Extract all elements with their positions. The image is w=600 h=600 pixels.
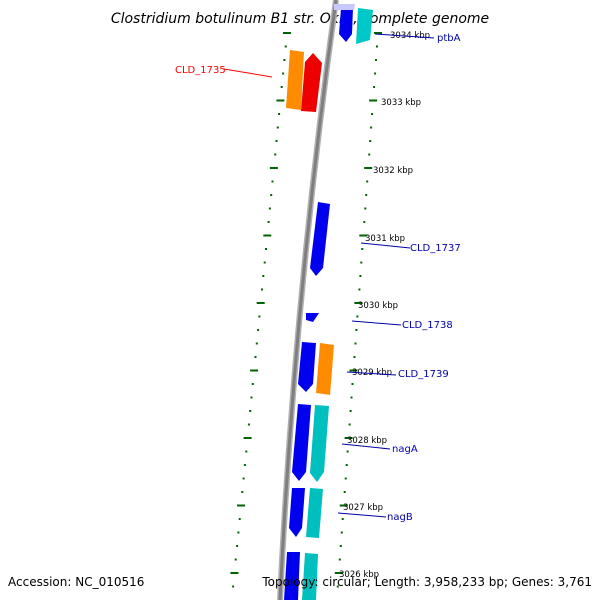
gene-cyan-bottom[interactable]	[302, 553, 318, 600]
leader-cld1735	[223, 68, 273, 78]
kbp-label-3028: 3028 kbp	[347, 436, 387, 446]
gene-red-cld1735[interactable]	[301, 53, 322, 112]
topology-text: Topology: circular; Length: 3,958,233 bp…	[261, 575, 592, 589]
leader-ptba	[374, 33, 435, 39]
gene-blue-top[interactable]	[339, 8, 353, 42]
gene-blue-nagb[interactable]	[289, 488, 305, 537]
gene-label-nagb[interactable]: nagB	[387, 512, 413, 523]
leader-naga	[341, 443, 391, 450]
leader-cld1737	[360, 242, 411, 249]
accession-text: Accession: NC_010516	[8, 575, 144, 589]
leader-nagb	[337, 512, 387, 518]
gene-blue-naga[interactable]	[292, 404, 311, 481]
left-tick-track	[230, 32, 291, 588]
gene-label-ptba[interactable]: ptbA	[437, 33, 461, 44]
gene-label-cld1739[interactable]: CLD_1739	[398, 369, 449, 380]
gene-lav-top[interactable]	[334, 4, 355, 10]
genome-backbone-core	[278, 0, 338, 600]
leader-cld1739	[346, 371, 397, 376]
gene-label-cld1735[interactable]: CLD_1735	[175, 65, 226, 76]
gene-cyan-nagb[interactable]	[306, 488, 323, 538]
kbp-label-3031: 3031 kbp	[365, 234, 405, 244]
gene-orange-cld1735[interactable]	[286, 50, 304, 110]
kbp-label-3033: 3033 kbp	[381, 98, 421, 108]
kbp-label-3032: 3032 kbp	[373, 166, 413, 176]
gene-label-naga[interactable]: nagA	[392, 444, 418, 455]
gene-label-cld1738[interactable]: CLD_1738	[402, 320, 453, 331]
kbp-label-3026: 3026 kbp	[339, 570, 379, 580]
leader-cld1738	[351, 320, 402, 326]
gene-label-cld1737[interactable]: CLD_1737	[410, 243, 461, 254]
kbp-label-3027: 3027 kbp	[343, 503, 383, 513]
gene-cyan-top[interactable]	[356, 8, 373, 44]
kbp-label-3030: 3030 kbp	[358, 301, 398, 311]
gene-blue-cld1739[interactable]	[298, 342, 316, 392]
kbp-label-3029: 3029 kbp	[352, 368, 392, 378]
gene-cyan-naga[interactable]	[310, 405, 329, 482]
gene-blue-cld1737[interactable]	[310, 202, 330, 276]
gene-blue-cld1738[interactable]	[306, 313, 319, 322]
right-tick-track	[334, 32, 382, 588]
map-title: Clostridium botulinum B1 str. Okra, comp…	[111, 11, 489, 27]
gene-blue-bottom[interactable]	[284, 552, 300, 600]
gene-orange-cld1739[interactable]	[316, 343, 334, 395]
